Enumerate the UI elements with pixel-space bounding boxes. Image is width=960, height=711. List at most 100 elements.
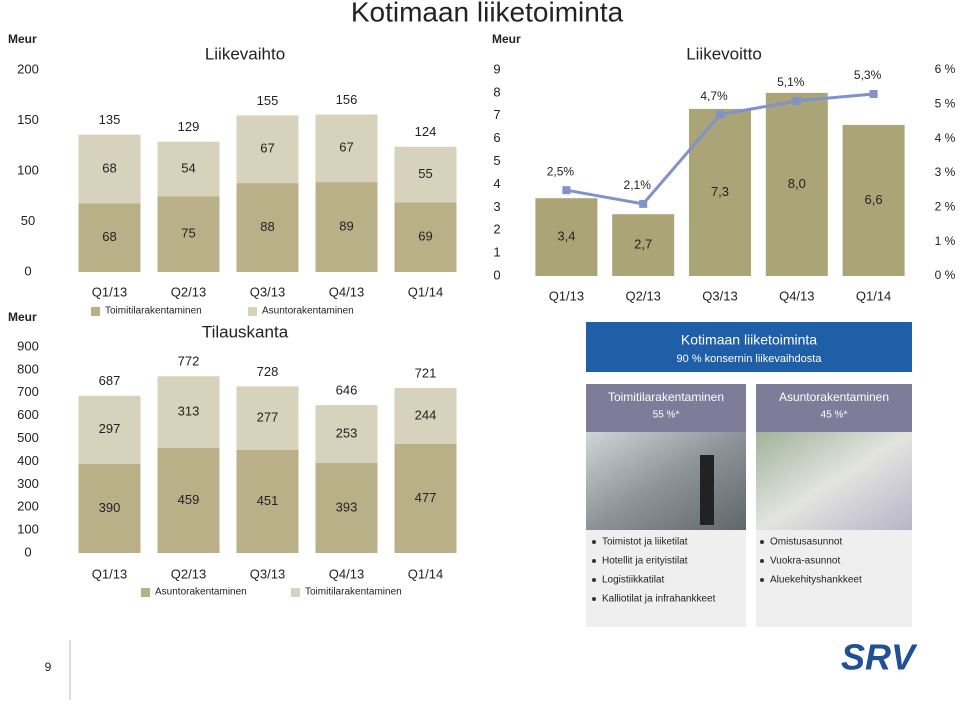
y-tick-label: 0 xyxy=(24,544,31,559)
bullet xyxy=(760,578,764,582)
bar-segment xyxy=(315,405,378,464)
bullet-item: Omistusasunnot xyxy=(770,537,842,548)
bar-segment xyxy=(236,449,299,553)
bullet xyxy=(760,540,764,544)
value-label: 297 xyxy=(99,421,121,436)
legend-swatch xyxy=(141,588,150,597)
y2-tick-label: 2 % xyxy=(935,200,956,214)
bullet-item: Aluekehityshankkeet xyxy=(770,575,862,586)
bar-segment xyxy=(157,196,220,272)
y-tick-label: 200 xyxy=(17,61,39,76)
legend-label: Toimitilarakentaminen xyxy=(305,587,402,598)
panel-title: Kotimaan liiketoiminta xyxy=(681,332,817,348)
line-marker xyxy=(716,110,724,119)
value-label: 67 xyxy=(339,140,353,155)
total-label: 156 xyxy=(336,92,358,107)
bar-segment xyxy=(78,203,141,272)
legend-label: Asuntorakentaminen xyxy=(262,306,354,317)
column-header xyxy=(756,384,912,432)
y-tick-label: 600 xyxy=(17,407,39,422)
value-label: 68 xyxy=(102,229,116,244)
y-tick-label: 5 xyxy=(493,153,500,168)
x-tick-label: Q1/14 xyxy=(408,566,443,581)
x-tick-label: Q1/14 xyxy=(856,288,891,303)
chart-title: Tilauskanta xyxy=(202,322,289,341)
legend-swatch xyxy=(291,588,300,597)
y-tick-label: 8 xyxy=(493,84,500,99)
value-label: 390 xyxy=(99,500,121,515)
bullet xyxy=(592,578,596,582)
legend-label: Toimitilarakentaminen xyxy=(105,306,202,317)
value-label: 67 xyxy=(260,141,274,156)
line-marker xyxy=(639,199,648,208)
bar-segment xyxy=(394,387,457,444)
x-tick-label: Q4/13 xyxy=(779,288,814,303)
bar xyxy=(842,124,905,276)
line-marker xyxy=(562,186,571,195)
bullet xyxy=(760,559,764,563)
x-tick-label: Q4/13 xyxy=(329,566,364,581)
x-tick-label: Q4/13 xyxy=(329,284,364,299)
value-label: 55 xyxy=(418,166,432,181)
total-label: 155 xyxy=(257,93,279,108)
bullet xyxy=(592,597,596,601)
line-label: 2,1% xyxy=(624,178,652,192)
value-label: 54 xyxy=(181,160,195,175)
y-tick-label: 300 xyxy=(17,476,39,491)
bullet xyxy=(592,540,596,544)
value-label: 244 xyxy=(415,407,437,422)
y-tick-label: 0 xyxy=(24,263,31,278)
bullet-item: Hotellit ja erityistilat xyxy=(602,556,688,567)
bar-segment xyxy=(78,463,141,553)
y-tick-label: 500 xyxy=(17,430,39,445)
column-header xyxy=(586,384,746,432)
value-label: 451 xyxy=(257,493,279,508)
x-tick-label: Q2/13 xyxy=(171,566,206,581)
bar-segment xyxy=(236,183,299,272)
y2-tick-label: 1 % xyxy=(935,234,956,248)
y-tick-label: 3 xyxy=(493,199,500,214)
y2-tick-label: 3 % xyxy=(935,165,956,179)
x-tick-label: Q3/13 xyxy=(250,284,285,299)
y2-tick-label: 4 % xyxy=(935,131,956,145)
y-tick-label: 9 xyxy=(493,61,500,76)
legend-label: Asuntorakentaminen xyxy=(155,587,247,598)
bullet xyxy=(592,559,596,563)
bar-segment xyxy=(236,115,299,184)
column-title: Toimitilarakentaminen xyxy=(608,390,724,404)
value-label: 75 xyxy=(181,226,195,241)
value-label: 6,6 xyxy=(865,192,883,207)
x-tick-label: Q3/13 xyxy=(702,288,737,303)
y-tick-label: 200 xyxy=(17,499,39,514)
x-tick-label: Q1/13 xyxy=(92,284,127,299)
bar-segment xyxy=(157,141,220,197)
bullet-item: Kalliotilat ja infrahankkeet xyxy=(602,594,716,605)
y-tick-label: 150 xyxy=(17,112,39,127)
y-tick-label: 400 xyxy=(17,453,39,468)
value-label: 253 xyxy=(336,426,358,441)
value-label: 7,3 xyxy=(711,184,729,199)
value-label: 68 xyxy=(102,160,116,175)
total-label: 646 xyxy=(336,383,358,398)
x-tick-label: Q3/13 xyxy=(250,566,285,581)
y-tick-label: 4 xyxy=(493,176,500,191)
bar xyxy=(612,214,675,276)
page-number: 9 xyxy=(45,660,52,674)
value-label: 277 xyxy=(257,410,279,425)
bar-segment xyxy=(78,395,141,464)
value-label: 313 xyxy=(178,404,200,419)
panel-header xyxy=(586,322,912,372)
bar-segment xyxy=(394,146,457,203)
bar-segment xyxy=(236,386,299,450)
column-share: 55 %* xyxy=(653,410,680,421)
photo xyxy=(586,432,746,530)
total-label: 135 xyxy=(99,112,121,127)
line-label: 2,5% xyxy=(547,164,575,178)
bar-segment xyxy=(394,202,457,272)
total-label: 772 xyxy=(178,354,200,369)
value-label: 477 xyxy=(415,490,437,505)
total-label: 721 xyxy=(415,365,437,380)
column-body xyxy=(586,530,746,627)
bar-segment xyxy=(78,134,141,204)
y-tick-label: 7 xyxy=(493,107,500,122)
